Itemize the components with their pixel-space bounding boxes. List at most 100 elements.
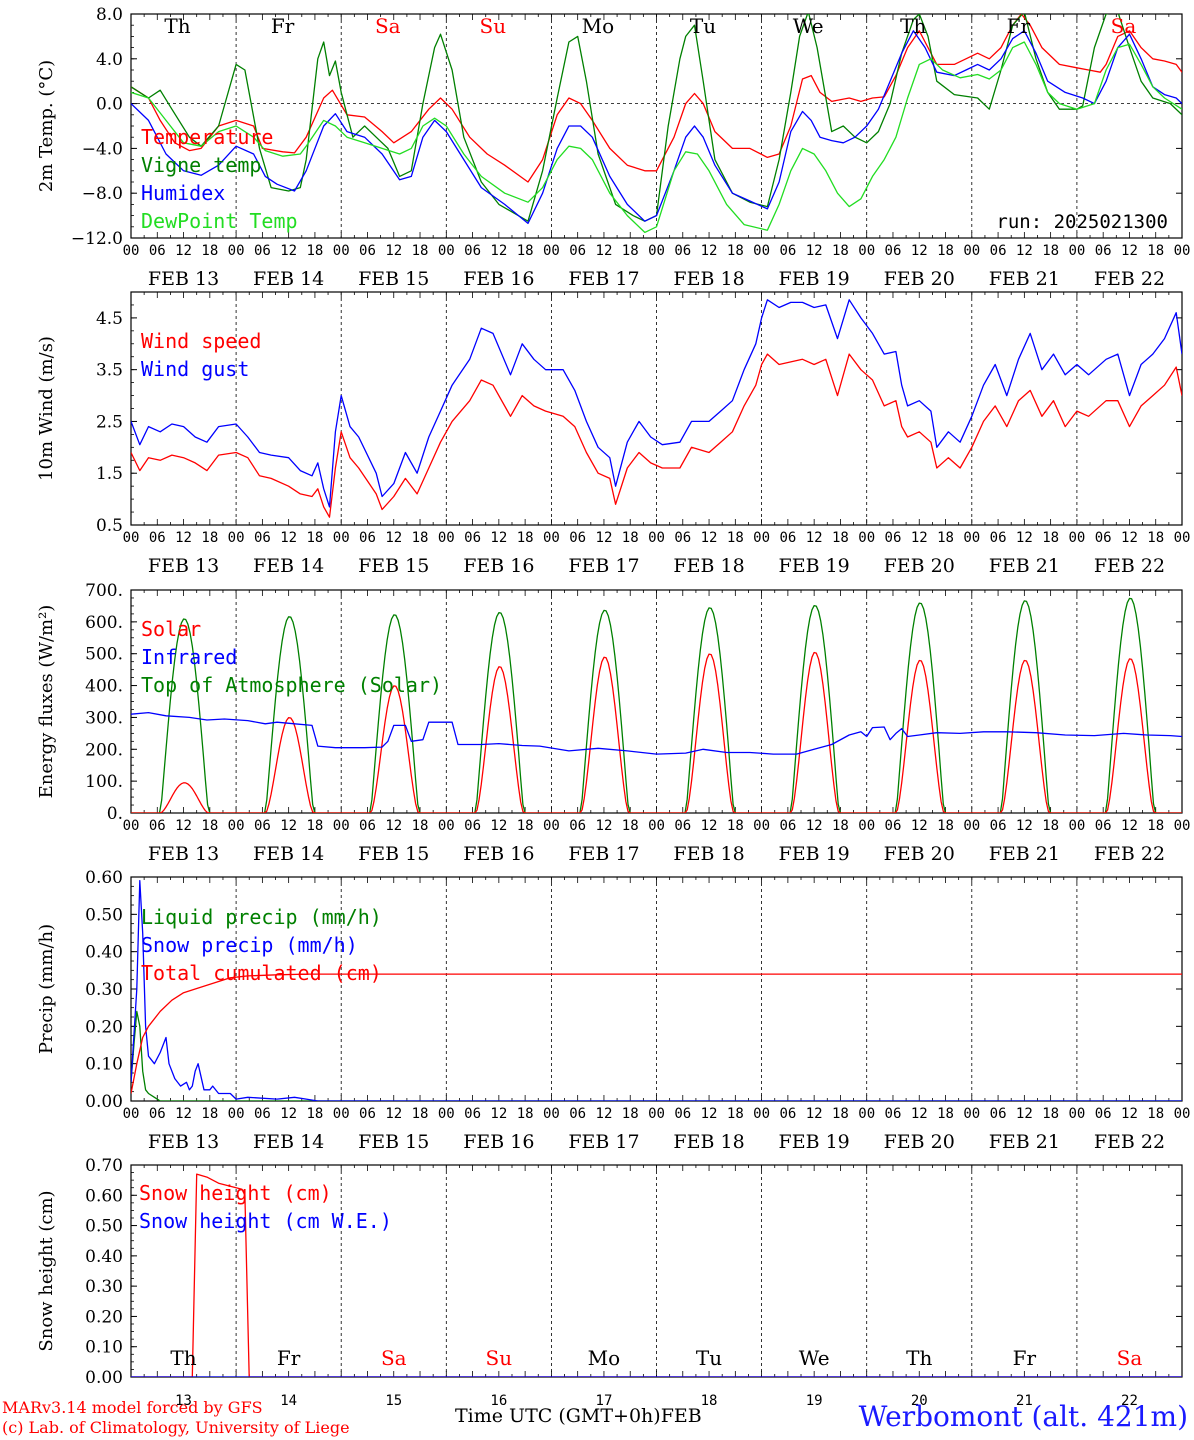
hour-label: 12 — [490, 530, 507, 546]
hour-label: 12 — [911, 530, 928, 546]
hour-label: 12 — [1016, 818, 1033, 834]
hour-label: 06 — [674, 1106, 691, 1122]
series-dewpoint-temp — [131, 41, 1182, 234]
hour-label: 00 — [543, 243, 560, 259]
date-label: FEB 16 — [463, 843, 534, 865]
hour-label: 12 — [1121, 243, 1138, 259]
date-label: FEB 20 — [884, 843, 955, 865]
y-tick-label: 4.5 — [96, 309, 123, 329]
weekday-bottom-label: Sa — [1117, 1346, 1143, 1370]
hour-label: 12 — [490, 818, 507, 834]
legend-entry: Top of Atmosphere (Solar) — [141, 673, 442, 697]
weekday-bottom-label: Mo — [588, 1346, 621, 1370]
hour-label: 00 — [963, 818, 980, 834]
hour-label: 18 — [1042, 243, 1059, 259]
hour-label: 18 — [1042, 1106, 1059, 1122]
hour-label: 00 — [543, 1106, 560, 1122]
y-tick-label: 0. — [107, 804, 123, 824]
hour-label: 06 — [1095, 818, 1112, 834]
hour-label: 18 — [832, 243, 849, 259]
hour-label: 18 — [622, 1106, 639, 1122]
hour-label: 12 — [596, 818, 613, 834]
date-label: FEB 14 — [253, 268, 324, 290]
hour-label: 06 — [779, 243, 796, 259]
date-label: FEB 18 — [673, 1131, 744, 1153]
hour-label: 12 — [1121, 530, 1138, 546]
date-label: FEB 16 — [463, 1131, 534, 1153]
hour-label: 06 — [885, 1106, 902, 1122]
hour-label: 18 — [306, 818, 323, 834]
hour-label: 18 — [832, 818, 849, 834]
legend-entry: Snow height (cm W.E.) — [139, 1209, 392, 1233]
hour-label: 00 — [123, 530, 140, 546]
y-tick-label: 400. — [85, 677, 123, 697]
legend-entry: Liquid precip (mm/h) — [141, 905, 382, 929]
series-vigne-temp — [131, 14, 1182, 222]
hour-label: 18 — [727, 818, 744, 834]
hour-label: 06 — [885, 530, 902, 546]
hour-label: 12 — [280, 530, 297, 546]
day-number-label: 19 — [806, 1393, 823, 1409]
hour-label: 00 — [438, 1106, 455, 1122]
hour-label: 18 — [1147, 818, 1164, 834]
date-label: FEB 22 — [1094, 843, 1165, 865]
hour-label: 00 — [858, 243, 875, 259]
weekday-top-label: Tu — [690, 14, 716, 38]
hour-label: 06 — [254, 818, 271, 834]
date-label: FEB 19 — [779, 268, 850, 290]
hour-label: 06 — [674, 530, 691, 546]
series-toa-solar — [131, 597, 1182, 813]
hour-label: 00 — [438, 530, 455, 546]
hour-label: 00 — [1174, 818, 1191, 834]
y-tick-label: 0.40 — [85, 943, 123, 963]
hour-label: 00 — [123, 1106, 140, 1122]
y-tick-label: 0.00 — [85, 1368, 123, 1388]
hour-label: 12 — [1016, 530, 1033, 546]
hour-label: 18 — [412, 243, 429, 259]
hour-label: 12 — [175, 1106, 192, 1122]
y-axis-label: 2m Temp. (°C) — [36, 60, 57, 192]
date-label: FEB 20 — [884, 555, 955, 577]
weekday-top-label: We — [793, 14, 824, 38]
month-label: FEB — [660, 1405, 702, 1427]
hour-label: 00 — [648, 1106, 665, 1122]
model-credit: MARv3.14 model forced by GFS (c) Lab. of… — [2, 1398, 350, 1438]
weekday-bottom-label: Th — [170, 1346, 196, 1370]
day-number-label: 14 — [280, 1393, 297, 1409]
hour-label: 18 — [622, 530, 639, 546]
hour-label: 06 — [464, 530, 481, 546]
weekday-top-label: Th — [900, 14, 926, 38]
legend-entry: Snow precip (mm/h) — [141, 933, 358, 957]
hour-label: 18 — [727, 1106, 744, 1122]
hour-label: 06 — [149, 243, 166, 259]
hour-label: 18 — [1147, 1106, 1164, 1122]
hour-label: 18 — [201, 530, 218, 546]
hour-label: 18 — [937, 818, 954, 834]
day-number-label: 16 — [490, 1393, 507, 1409]
hour-label: 06 — [359, 243, 376, 259]
panel-wind: 4.5 3.5 2.5 1.5 0.5 10m Wind (m/s) 00 06 12 18 FEB… — [36, 291, 1190, 577]
y-axis-label: Snow height (cm) — [36, 1190, 57, 1351]
hour-label: 00 — [543, 530, 560, 546]
plot-frame — [130, 13, 1183, 239]
legend-entry: Solar — [141, 617, 201, 641]
hour-label: 06 — [779, 818, 796, 834]
hour-label: 18 — [517, 530, 534, 546]
weekday-bottom-label: We — [799, 1346, 830, 1370]
plot-frame — [130, 589, 1183, 814]
hour-label: 18 — [306, 1106, 323, 1122]
date-label: FEB 21 — [989, 1131, 1060, 1153]
y-tick-label: 0.30 — [85, 980, 123, 1000]
hour-label: 06 — [569, 243, 586, 259]
y-tick-label: −4.0 — [82, 139, 123, 159]
hour-label: 00 — [648, 243, 665, 259]
legend-entry: Wind speed — [141, 329, 261, 353]
hour-label: 12 — [911, 243, 928, 259]
hour-label: 00 — [543, 818, 560, 834]
hour-label: 00 — [753, 1106, 770, 1122]
hour-label: 06 — [779, 1106, 796, 1122]
y-axis-label: Precip (mm/h) — [36, 924, 57, 1054]
hour-label: 00 — [753, 818, 770, 834]
hour-label: 06 — [464, 1106, 481, 1122]
date-label: FEB 15 — [358, 268, 429, 290]
